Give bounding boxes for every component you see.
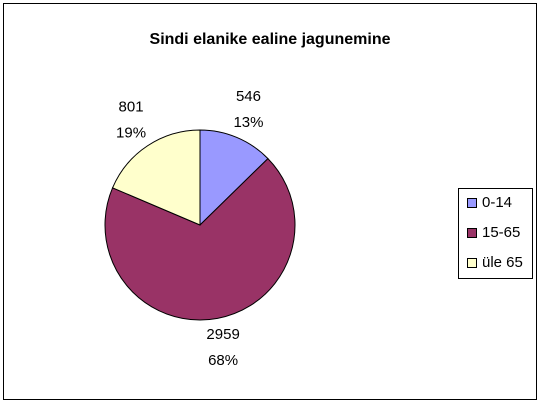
pie-slice bbox=[104, 157, 296, 321]
pie-slice bbox=[111, 129, 201, 226]
percent-label: 68% bbox=[208, 352, 238, 369]
value-label: 2959 bbox=[206, 326, 239, 343]
legend-label: üle 65 bbox=[482, 254, 523, 271]
value-label: 546 bbox=[236, 88, 261, 105]
chart-title: Sindi elanike ealine jagunemine bbox=[150, 31, 391, 48]
percent-label: 19% bbox=[116, 125, 146, 142]
percent-label: 13% bbox=[233, 114, 263, 131]
legend-label: 15-65 bbox=[482, 224, 520, 241]
value-label: 801 bbox=[119, 99, 144, 116]
legend-swatch bbox=[467, 258, 477, 268]
legend-label: 0-14 bbox=[482, 194, 512, 211]
legend-swatch bbox=[467, 198, 477, 208]
pie-slice bbox=[199, 129, 269, 227]
legend-swatch bbox=[467, 228, 477, 238]
